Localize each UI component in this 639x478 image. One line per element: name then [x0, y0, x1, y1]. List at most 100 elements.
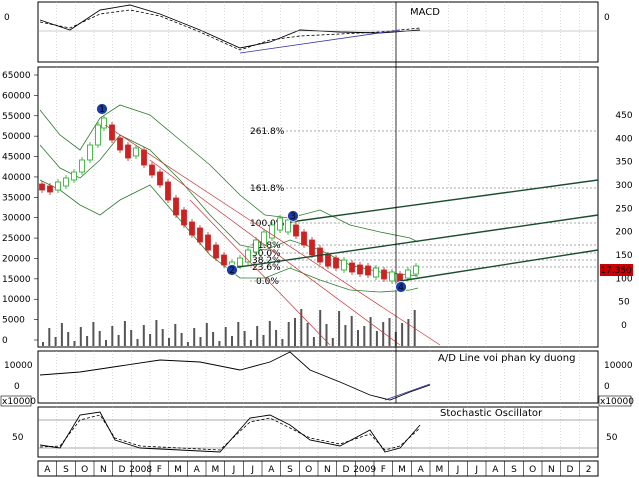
price-left-tick: 65000: [2, 71, 31, 81]
volume-bar: [117, 335, 120, 346]
wave-marker: [395, 281, 407, 293]
candle-body: [365, 265, 371, 276]
volume-bar: [149, 334, 152, 346]
price-right-tick: 50: [618, 298, 630, 308]
macd-line: [39, 4, 421, 49]
x-tick-label: D: [567, 465, 574, 475]
price-left-tick: 5000: [2, 316, 25, 326]
candle-body: [261, 231, 267, 246]
candle-body: [237, 257, 243, 267]
price-left-tick: 20000: [2, 254, 31, 264]
candle-body: [333, 257, 339, 269]
price-frame: [37, 66, 599, 348]
ad-left-tick-10000: 10000: [4, 361, 33, 371]
volume-bar: [92, 322, 95, 346]
x-tick-label: N: [324, 465, 331, 475]
volume-bar: [338, 311, 341, 346]
candle-body: [149, 164, 155, 176]
price-panel: [37, 66, 599, 348]
downtrend-upper: [104, 124, 441, 346]
wave-marker-label: 1: [99, 105, 105, 115]
price-left-tick: 50000: [2, 132, 31, 142]
candle-body: [405, 269, 411, 279]
candle-body: [253, 239, 259, 253]
volume-bar: [136, 339, 139, 346]
volume-bar: [123, 321, 126, 346]
x-tick-label: N: [100, 465, 107, 475]
volume-bar: [256, 326, 259, 346]
trend-line-upper: [289, 179, 599, 223]
candle-body: [173, 197, 179, 216]
volume-bar: [319, 310, 322, 346]
x-tick-label: D: [343, 465, 350, 475]
ad-panel: A/D Line voi phan ky duong 10000 0 10000…: [0, 350, 634, 407]
bollinger-upper: [39, 104, 419, 243]
x-tick-label: O: [81, 465, 88, 475]
price-right-tick: 100: [615, 274, 632, 284]
candle-body: [63, 177, 69, 187]
macd-title: MACD: [410, 7, 440, 18]
candle-body: [389, 271, 395, 282]
price-right-tick: 0: [621, 321, 627, 331]
bollinger-middle: [39, 134, 419, 277]
fib-level-label: 100.0%: [250, 219, 285, 229]
fib-level-label: 38.2%: [252, 256, 281, 266]
x-tick-label: M: [211, 465, 219, 475]
volume-bar: [231, 336, 233, 346]
volume-bar: [205, 323, 208, 346]
volume-bar: [287, 322, 290, 346]
volume-bar: [60, 323, 63, 346]
candle-body: [101, 117, 107, 129]
volume-bar: [363, 326, 366, 346]
macd-signal-line: [39, 9, 421, 51]
volume-bar: [344, 325, 347, 346]
candle-body: [357, 264, 363, 275]
volume-bar: [218, 341, 221, 346]
wave-marker: [226, 264, 238, 276]
candle-body: [301, 231, 307, 246]
candle-body: [213, 244, 219, 259]
candle-body: [221, 254, 227, 266]
price-right-tick: 200: [615, 228, 632, 238]
volume-bar: [193, 328, 196, 346]
last-price-label: 17.350: [600, 266, 632, 276]
macd-panel: MACD 0 0: [4, 1, 610, 63]
stochastic-k-line: [39, 411, 421, 453]
fib-level-label: 161.8%: [250, 184, 285, 194]
candle-body: [341, 259, 347, 271]
stochastic-left-tick: 50: [12, 433, 24, 443]
volume-bar: [174, 324, 177, 346]
x-tick-label: J: [232, 465, 236, 475]
ad-right-tick-0: 0: [604, 382, 610, 392]
volume-bar: [249, 340, 252, 346]
candle-body: [309, 239, 315, 256]
candle-body: [197, 227, 203, 243]
ad-title: A/D Line voi phan ky duong: [438, 353, 575, 364]
volume-bar: [281, 339, 284, 346]
wave-marker-label: 2: [229, 266, 235, 276]
candle-body: [205, 234, 211, 251]
x-tick-label: J: [250, 465, 254, 475]
candle-body: [39, 183, 45, 191]
candle-body: [79, 159, 85, 173]
volume-bar: [306, 323, 309, 346]
x-tick-label: A: [492, 465, 499, 475]
volume-bar: [155, 320, 158, 346]
ad-right-tick-10000: 10000: [604, 361, 633, 371]
candle-body: [55, 181, 61, 191]
wave-marker: [96, 103, 108, 115]
ad-divergence-line: [384, 383, 431, 401]
x-tick-label: O: [305, 465, 312, 475]
candle-body: [165, 181, 171, 201]
volume-bar: [350, 316, 353, 346]
x-tick-label: O: [529, 465, 536, 475]
candle-body: [87, 144, 93, 161]
candle-body: [285, 219, 291, 233]
price-left-tick: 25000: [2, 234, 31, 244]
candle-body: [381, 269, 387, 280]
x-tick-label: S: [287, 465, 293, 475]
volume-bar: [42, 342, 44, 346]
volume-bar: [79, 327, 82, 346]
candle-body: [125, 144, 131, 159]
